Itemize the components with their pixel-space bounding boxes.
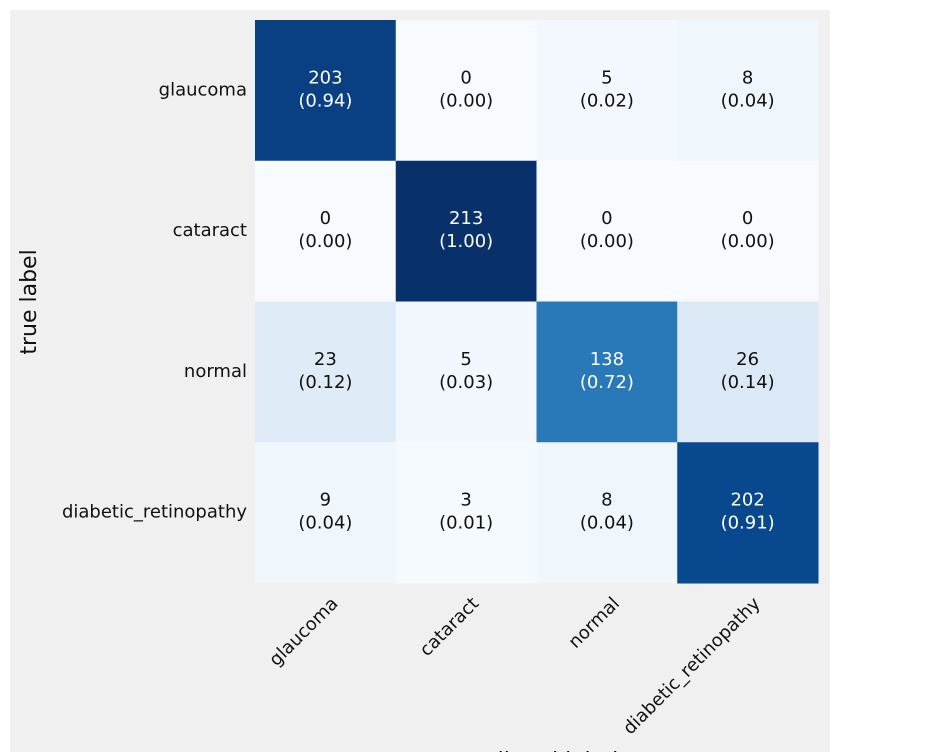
heatmap-cell xyxy=(395,20,537,162)
heatmap-cell xyxy=(677,301,819,443)
heatmap-cell xyxy=(677,160,819,302)
cell-count: 26 xyxy=(736,349,759,370)
cell-count: 203 xyxy=(308,67,342,88)
heatmap-cell xyxy=(255,442,397,584)
cell-ratio: (0.94) xyxy=(298,90,352,111)
y-tick-label: diabetic_retinopathy xyxy=(62,502,247,523)
cell-ratio: (0.04) xyxy=(298,513,352,534)
cell-ratio: (0.14) xyxy=(721,372,775,393)
cell-ratio: (0.00) xyxy=(439,90,493,111)
y-tick-label: glaucoma xyxy=(159,79,247,100)
cell-count: 5 xyxy=(601,67,612,88)
cell-count: 23 xyxy=(314,349,337,370)
y-tick-label: normal xyxy=(184,361,247,382)
cell-count: 5 xyxy=(460,349,471,370)
cell-ratio: (0.72) xyxy=(580,372,634,393)
cell-count: 8 xyxy=(742,67,753,88)
heatmap-cell xyxy=(255,301,397,443)
cell-count: 202 xyxy=(730,490,764,511)
cell-count: 0 xyxy=(742,208,753,229)
cell-count: 138 xyxy=(590,349,624,370)
cell-ratio: (0.01) xyxy=(439,513,493,534)
cell-ratio: (0.04) xyxy=(721,90,775,111)
cell-count: 3 xyxy=(460,490,471,511)
heatmap-cell xyxy=(536,20,678,162)
y-tick-label: cataract xyxy=(173,220,247,241)
cell-count: 0 xyxy=(320,208,331,229)
cell-ratio: (0.00) xyxy=(298,231,352,252)
heatmap-cell xyxy=(536,442,678,584)
x-axis-label: predicted label xyxy=(454,749,619,752)
cell-ratio: (0.03) xyxy=(439,372,493,393)
cell-ratio: (0.91) xyxy=(721,513,775,534)
cell-ratio: (1.00) xyxy=(439,231,493,252)
cell-ratio: (0.00) xyxy=(580,231,634,252)
heatmap-cell xyxy=(395,160,537,302)
cell-count: 0 xyxy=(601,208,612,229)
heatmap-cell xyxy=(395,442,537,584)
heatmap-cell xyxy=(395,301,537,443)
cell-ratio: (0.04) xyxy=(580,513,634,534)
heatmap-cell xyxy=(536,301,678,443)
cell-count: 8 xyxy=(601,490,612,511)
cell-count: 213 xyxy=(449,208,483,229)
cell-count: 0 xyxy=(460,67,471,88)
cell-ratio: (0.12) xyxy=(298,372,352,393)
y-axis-label: true label xyxy=(17,249,42,354)
heatmap-cell xyxy=(677,442,819,584)
cell-count: 9 xyxy=(320,490,331,511)
cell-ratio: (0.00) xyxy=(721,231,775,252)
cell-ratio: (0.02) xyxy=(580,90,634,111)
heatmap-cell xyxy=(255,160,397,302)
heatmap-cell xyxy=(255,20,397,162)
heatmap-cell xyxy=(677,20,819,162)
heatmap-cell xyxy=(536,160,678,302)
